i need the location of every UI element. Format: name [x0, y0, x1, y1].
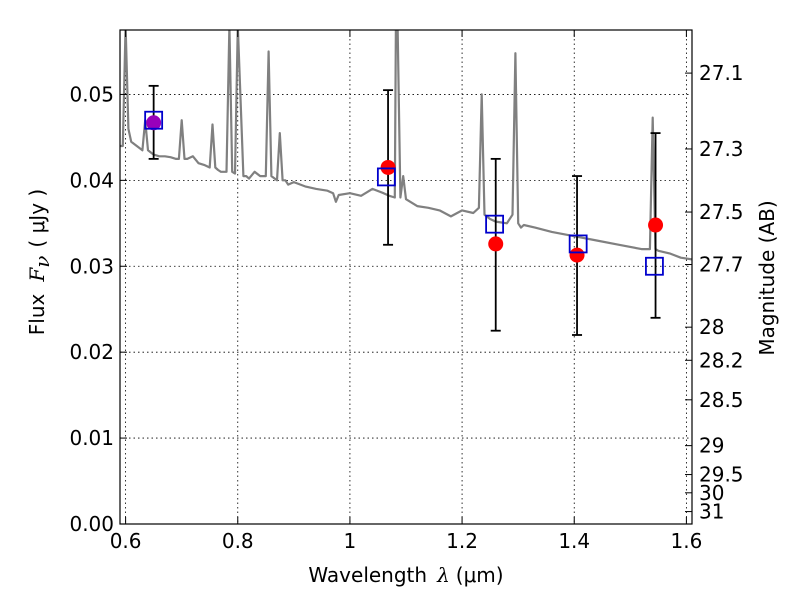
right-tick-label: 29.5	[699, 463, 744, 487]
y-axis-label: Flux Fν ( μJy )	[25, 189, 54, 335]
ticks: 0.6 0.8 1 1.2 1.4 1.6 0.00 0.01 0.02 0.03 0.04 0.05…	[69, 30, 744, 553]
model-spectrum-line	[120, 30, 692, 261]
observed-point	[488, 236, 504, 252]
right-tick-label: 31	[699, 500, 724, 524]
x-tick-label: 1.6	[670, 529, 702, 553]
y-tick-label: 0.04	[69, 168, 114, 192]
right-tick-label: 30	[699, 481, 724, 505]
y-axis-label-text: Flux	[25, 293, 49, 335]
x-tick-label: 1.4	[558, 529, 590, 553]
y-axis-label-unit: ( μJy )	[25, 189, 49, 248]
x-axis-label: Wavelength λ (μm)	[308, 563, 503, 587]
observed-point	[569, 247, 585, 263]
model-photometry-square	[144, 110, 164, 130]
right-tick-label: 27.3	[699, 137, 744, 161]
y-tick-label: 0.05	[69, 82, 114, 106]
data-series	[120, 30, 692, 336]
right-axis-label: Magnitude (AB)	[755, 200, 779, 355]
right-tick-label: 27.7	[699, 253, 744, 277]
x-tick-label: 1	[344, 529, 357, 553]
x-axis-label-symbol: λ	[436, 563, 450, 587]
x-tick-label: 0.8	[222, 529, 254, 553]
right-tick-label: 28.2	[699, 348, 744, 372]
observed-point	[146, 115, 162, 131]
x-tick-label: 1.2	[446, 529, 478, 553]
y-tick-label: 0.02	[69, 340, 114, 364]
model-photometry-square	[485, 214, 505, 234]
right-tick-label: 27.5	[699, 200, 744, 224]
model-photometry-square	[645, 256, 664, 276]
observed-point	[648, 217, 664, 233]
right-tick-label: 28.5	[699, 388, 744, 412]
y-tick-label: 0.01	[69, 426, 114, 450]
y-axis-label-symbol: F	[25, 267, 49, 283]
observed-point	[380, 159, 396, 175]
x-axis-label-text: Wavelength	[308, 563, 427, 587]
x-axis-label-unit: (μm)	[456, 563, 504, 587]
axes-frame	[119, 29, 693, 525]
x-tick-label: 0.6	[110, 529, 142, 553]
y-axis-label-subscript: ν	[30, 256, 54, 268]
y-tick-label: 0.03	[69, 254, 114, 278]
right-tick-label: 28	[699, 315, 724, 339]
right-tick-label: 27.1	[699, 61, 744, 85]
model-photometry-square	[376, 167, 396, 187]
y-tick-label: 0.00	[69, 512, 114, 536]
right-tick-label: 29	[699, 434, 724, 458]
model-photometry-square	[568, 234, 588, 254]
